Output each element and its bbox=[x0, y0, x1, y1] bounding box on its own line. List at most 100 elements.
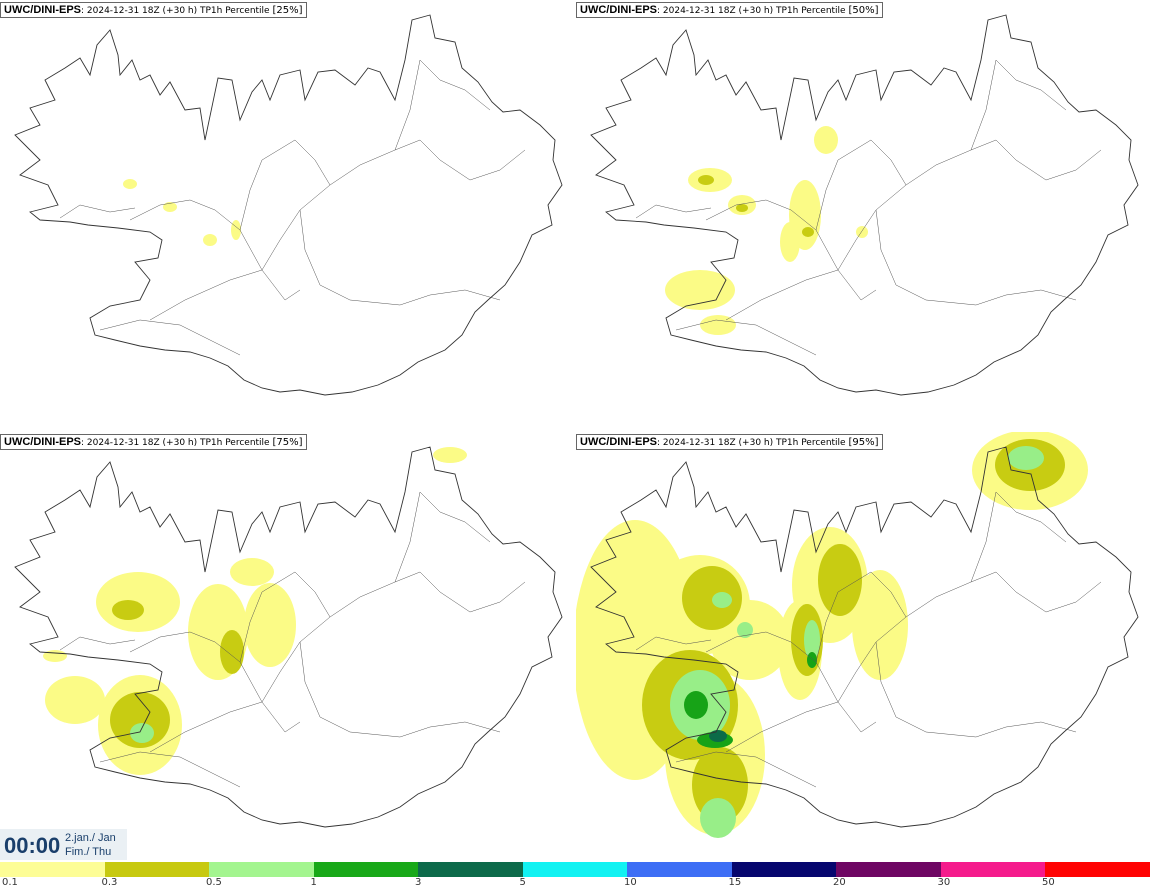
panel-title: UWC/DINI-EPS: 2024-12-31 18Z (+30 h) TP1… bbox=[576, 2, 883, 18]
legend-swatch bbox=[731, 862, 837, 877]
forecast-time: 00:00 bbox=[4, 833, 61, 858]
region-border bbox=[815, 571, 907, 663]
map-panel: UWC/DINI-EPS: 2024-12-31 18Z (+30 h) TP1… bbox=[576, 432, 1150, 862]
region-border bbox=[239, 571, 331, 663]
percentile-label: [95%] bbox=[848, 437, 879, 448]
precipitation-area bbox=[112, 600, 144, 620]
legend-tick-label: 50 bbox=[1042, 877, 1055, 888]
model-name: UWC/DINI-EPS bbox=[580, 4, 657, 16]
legend-tick-label: 5 bbox=[519, 877, 526, 888]
iceland-map bbox=[590, 14, 1139, 396]
region-border bbox=[149, 269, 301, 321]
precipitation-area bbox=[220, 630, 244, 674]
legend-swatch bbox=[522, 862, 628, 877]
iceland-map bbox=[576, 432, 1139, 838]
precipitation-area bbox=[736, 204, 748, 212]
precipitation-area bbox=[1008, 446, 1044, 470]
precipitation-area bbox=[230, 558, 274, 586]
coastline bbox=[590, 446, 1139, 828]
model-name: UWC/DINI-EPS bbox=[580, 436, 657, 448]
region-border bbox=[99, 751, 241, 788]
region-border bbox=[705, 631, 839, 703]
legend-swatch bbox=[209, 862, 315, 877]
percentile-label: [75%] bbox=[272, 437, 303, 448]
legend-tick-label: 1 bbox=[310, 877, 317, 888]
legend-swatch bbox=[836, 862, 942, 877]
precipitation-area bbox=[433, 447, 467, 463]
legend-swatch bbox=[627, 862, 733, 877]
region-border bbox=[239, 139, 331, 231]
region-border bbox=[875, 209, 1077, 306]
region-border bbox=[129, 199, 263, 271]
precipitation-area bbox=[665, 270, 735, 310]
region-border bbox=[635, 204, 712, 219]
percentile-label: [50%] bbox=[848, 5, 879, 16]
precipitation-area bbox=[856, 226, 868, 238]
region-border bbox=[59, 636, 136, 651]
precipitation-color-legend: 0.1 0.3 0.5 1 3 5 10 15 20 30 50 bbox=[0, 862, 1150, 891]
panel-title: UWC/DINI-EPS: 2024-12-31 18Z (+30 h) TP1… bbox=[0, 2, 307, 18]
region-border bbox=[635, 636, 712, 651]
legend-tick-label: 20 bbox=[833, 877, 846, 888]
legend-swatch bbox=[1045, 862, 1150, 877]
precipitation-area bbox=[682, 566, 742, 630]
precipitation-area bbox=[231, 220, 241, 240]
region-border bbox=[970, 59, 1067, 151]
legend-tick-label: 3 bbox=[415, 877, 422, 888]
precipitation-area bbox=[244, 583, 296, 667]
precipitation-area bbox=[700, 315, 736, 335]
precipitation-area bbox=[804, 620, 820, 660]
region-border bbox=[299, 209, 501, 306]
region-border bbox=[875, 641, 1077, 738]
precipitation-area bbox=[700, 798, 736, 838]
legend-tick-label: 0.5 bbox=[206, 877, 222, 888]
legend-tick-label: 30 bbox=[937, 877, 951, 888]
precipitation-area bbox=[698, 175, 714, 185]
legend-tick-label: 0.3 bbox=[101, 877, 118, 888]
region-border bbox=[394, 59, 491, 151]
region-border bbox=[261, 139, 526, 271]
precipitation-area bbox=[737, 622, 753, 638]
forecast-time-box: 00:00 2.jan./ Jan Fim./ Thu bbox=[0, 829, 127, 860]
precipitation-area bbox=[818, 544, 862, 616]
precipitation-area bbox=[130, 723, 154, 743]
region-border bbox=[675, 751, 817, 788]
legend-swatch bbox=[313, 862, 419, 877]
legend-swatch bbox=[104, 862, 210, 877]
map-panel: UWC/DINI-EPS: 2024-12-31 18Z (+30 h) TP1… bbox=[0, 0, 574, 430]
region-border bbox=[675, 319, 817, 356]
region-border bbox=[149, 701, 301, 753]
forecast-date: 2.jan./ Jan bbox=[65, 832, 116, 844]
precipitation-area bbox=[203, 234, 217, 246]
coastline bbox=[14, 14, 563, 396]
percentile-label: [25%] bbox=[272, 5, 303, 16]
precipitation-area bbox=[780, 222, 800, 262]
precipitation-area bbox=[814, 126, 838, 154]
region-border bbox=[99, 319, 241, 356]
panel-title: UWC/DINI-EPS: 2024-12-31 18Z (+30 h) TP1… bbox=[576, 434, 883, 450]
precipitation-area bbox=[43, 650, 67, 662]
region-border bbox=[970, 491, 1067, 583]
legend-tick-label: 10 bbox=[624, 877, 637, 888]
run-info: : 2024-12-31 18Z (+30 h) TP1h Percentile bbox=[657, 6, 846, 16]
map-panel: UWC/DINI-EPS: 2024-12-31 18Z (+30 h) TP1… bbox=[576, 0, 1150, 430]
model-name: UWC/DINI-EPS bbox=[4, 4, 81, 16]
region-border bbox=[59, 204, 136, 219]
model-name: UWC/DINI-EPS bbox=[4, 436, 81, 448]
precipitation-area bbox=[45, 676, 105, 724]
legend-tick-label: 0.1 bbox=[2, 877, 18, 888]
run-info: : 2024-12-31 18Z (+30 h) TP1h Percentile bbox=[81, 6, 270, 16]
legend-tick-label: 15 bbox=[728, 877, 742, 888]
run-info: : 2024-12-31 18Z (+30 h) TP1h Percentile bbox=[657, 438, 846, 448]
region-border bbox=[394, 491, 491, 583]
legend-swatch bbox=[418, 862, 524, 877]
coastline bbox=[590, 14, 1139, 396]
precipitation-area bbox=[802, 227, 814, 237]
legend-swatch bbox=[0, 862, 106, 877]
precipitation-area bbox=[110, 692, 170, 748]
precipitation-area bbox=[807, 652, 817, 668]
forecast-weekday: Fim./ Thu bbox=[65, 846, 112, 858]
precipitation-area bbox=[163, 202, 177, 212]
precipitation-area bbox=[712, 592, 732, 608]
coastline bbox=[14, 446, 563, 828]
